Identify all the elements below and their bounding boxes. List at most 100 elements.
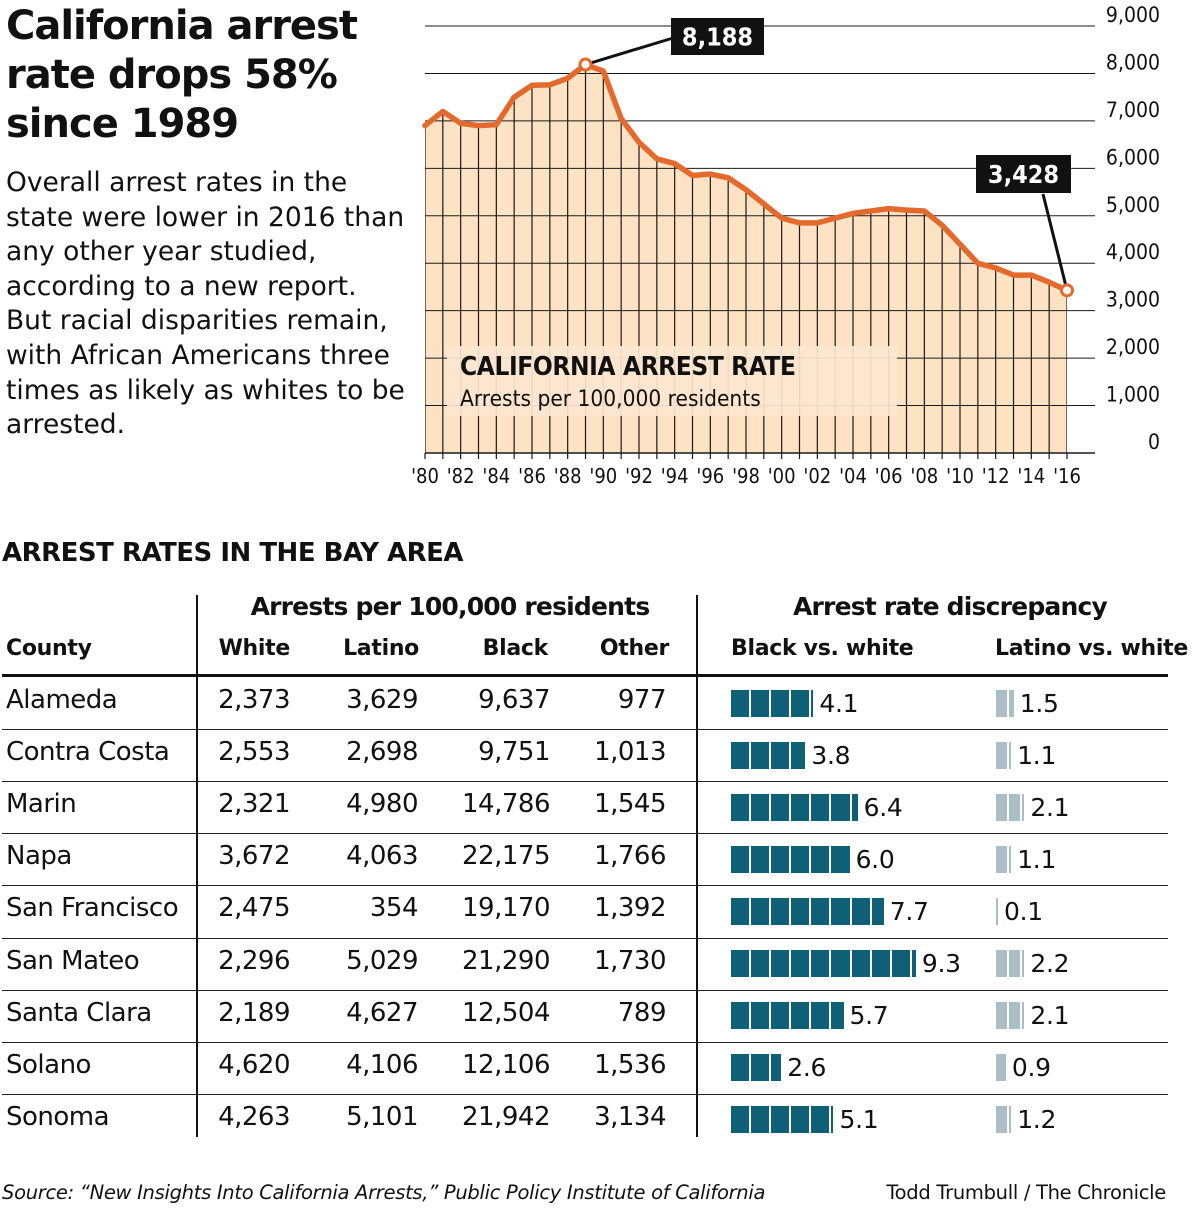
- bar-segment: [831, 1106, 834, 1134]
- bar-latino-vs-white-label: 2.1: [1030, 1001, 1070, 1031]
- bar-latino-vs-white-fill: [996, 897, 1000, 925]
- cell-other: 977: [617, 685, 667, 715]
- bar-segment: [1022, 950, 1025, 977]
- bar-black-vs-white-label: 3.8: [811, 740, 851, 770]
- row-rule: [2, 781, 1168, 783]
- bar-segment: [751, 845, 770, 873]
- bar-segment: [791, 793, 810, 821]
- chart-subtitle: Arrests per 100,000 residents: [460, 386, 761, 412]
- bar-segment: [731, 793, 750, 821]
- bar-segment: [771, 950, 790, 977]
- bar-black-vs-white-label: 5.7: [849, 1001, 889, 1031]
- header-rule: [2, 674, 1168, 677]
- bar-black-vs-white-fill: [731, 897, 886, 925]
- cell-latino: 4,106: [346, 1049, 418, 1080]
- bar-black-vs-white: 7.7: [731, 896, 929, 926]
- x-tick-label: '82: [447, 464, 475, 488]
- bar-segment: [751, 950, 770, 977]
- bar-segment: [791, 1002, 810, 1030]
- bar-segment: [751, 793, 770, 821]
- col-header-latino-vs-white: Latino vs. white: [995, 636, 1188, 661]
- bar-latino-vs-white-fill: [996, 1106, 1013, 1134]
- bar-latino-vs-white-fill: [996, 741, 1013, 769]
- bar-latino-vs-white: 0.9: [996, 1053, 1051, 1083]
- bar-segment: [791, 741, 806, 769]
- bar-segment: [731, 1054, 750, 1082]
- cell-white: 2,475: [218, 893, 290, 924]
- y-tick-label: 9,000: [1106, 3, 1160, 27]
- cell-latino: 2,698: [346, 737, 418, 768]
- row-rule: [2, 1093, 1168, 1095]
- row-rule: [2, 989, 1168, 991]
- bar-segment: [811, 950, 830, 977]
- row-rule: [2, 937, 1168, 939]
- col-header-latino: Latino: [343, 636, 419, 661]
- bar-segment: [751, 1106, 770, 1134]
- x-tick-label: '16: [1053, 464, 1081, 488]
- cell-latino: 4,627: [346, 997, 418, 1028]
- arrest-rate-line-chart: CALIFORNIA ARREST RATE Arrests per 100,00…: [411, 3, 1160, 488]
- bar-black-vs-white: 5.1: [731, 1105, 879, 1135]
- x-tick-label: '10: [946, 464, 974, 488]
- bar-segment: [811, 793, 830, 821]
- bar-black-vs-white-fill: [731, 1054, 783, 1082]
- cell-white: 2,189: [218, 997, 290, 1028]
- bar-segment: [996, 1002, 1008, 1030]
- bar-black-vs-white-label: 6.0: [855, 844, 895, 874]
- bar-black-vs-white: 4.1: [731, 688, 859, 718]
- bar-latino-vs-white: 2.2: [996, 949, 1070, 979]
- row-rule: [2, 833, 1168, 835]
- bar-latino-vs-white-label: 0.1: [1004, 896, 1043, 926]
- credit: Todd Trumbull / The Chronicle: [886, 1181, 1166, 1204]
- bar-black-vs-white-label: 2.6: [787, 1053, 827, 1083]
- bar-latino-vs-white: 1.2: [996, 1105, 1056, 1135]
- bar-black-vs-white: 6.4: [731, 792, 903, 822]
- cell-latino: 354: [369, 893, 419, 924]
- bar-segment: [751, 1054, 770, 1082]
- cell-other: 1,013: [594, 737, 666, 768]
- bar-segment: [851, 950, 870, 977]
- bar-segment: [731, 845, 750, 873]
- x-tick-label: '90: [589, 464, 617, 488]
- cell-county: Santa Clara: [6, 997, 152, 1028]
- cell-county: San Francisco: [6, 893, 179, 924]
- bar-segment: [751, 1002, 770, 1030]
- cell-other: 1,536: [594, 1049, 666, 1080]
- cell-white: 4,263: [218, 1101, 290, 1132]
- x-tick-label: '08: [910, 464, 938, 488]
- bar-segment: [771, 793, 790, 821]
- bar-latino-vs-white-label: 1.2: [1017, 1105, 1057, 1135]
- cell-latino: 5,029: [346, 945, 418, 976]
- cell-black: 12,106: [462, 1049, 550, 1080]
- cell-county: Sonoma: [6, 1101, 110, 1132]
- bar-black-vs-white-fill: [731, 793, 860, 821]
- bar-latino-vs-white-fill: [996, 1002, 1026, 1030]
- bar-black-vs-white-label: 7.7: [889, 896, 929, 926]
- bar-latino-vs-white-label: 2.1: [1030, 792, 1070, 822]
- bar-segment: [811, 897, 830, 925]
- cell-other: 1,392: [594, 893, 666, 924]
- bar-segment: [996, 741, 1008, 769]
- bar-latino-vs-white: 1.1: [996, 740, 1056, 770]
- y-tick-label: 5,000: [1106, 193, 1160, 217]
- bar-segment: [831, 845, 850, 873]
- bar-segment: [871, 950, 890, 977]
- group-header-arrests: Arrests per 100,000 residents: [250, 592, 651, 621]
- dek: Overall arrest rates in the state were l…: [6, 167, 405, 441]
- callout-box: [976, 155, 1071, 193]
- x-tick-label: '80: [411, 464, 439, 488]
- bar-latino-vs-white-label: 0.9: [1011, 1053, 1051, 1083]
- bar-segment: [911, 950, 916, 977]
- cell-black: 14,786: [462, 789, 550, 820]
- bar-segment: [771, 741, 790, 769]
- cell-other: 1,730: [594, 945, 666, 976]
- bar-segment: [851, 793, 858, 821]
- callout-leader: [585, 35, 679, 66]
- bar-segment: [791, 897, 810, 925]
- row-rule: [2, 729, 1168, 731]
- bar-black-vs-white-label: 5.1: [839, 1105, 879, 1135]
- bar-black-vs-white-fill: [731, 845, 852, 873]
- cell-other: 3,134: [594, 1101, 666, 1132]
- bar-segment: [1022, 1002, 1025, 1030]
- cell-white: 2,553: [218, 737, 290, 768]
